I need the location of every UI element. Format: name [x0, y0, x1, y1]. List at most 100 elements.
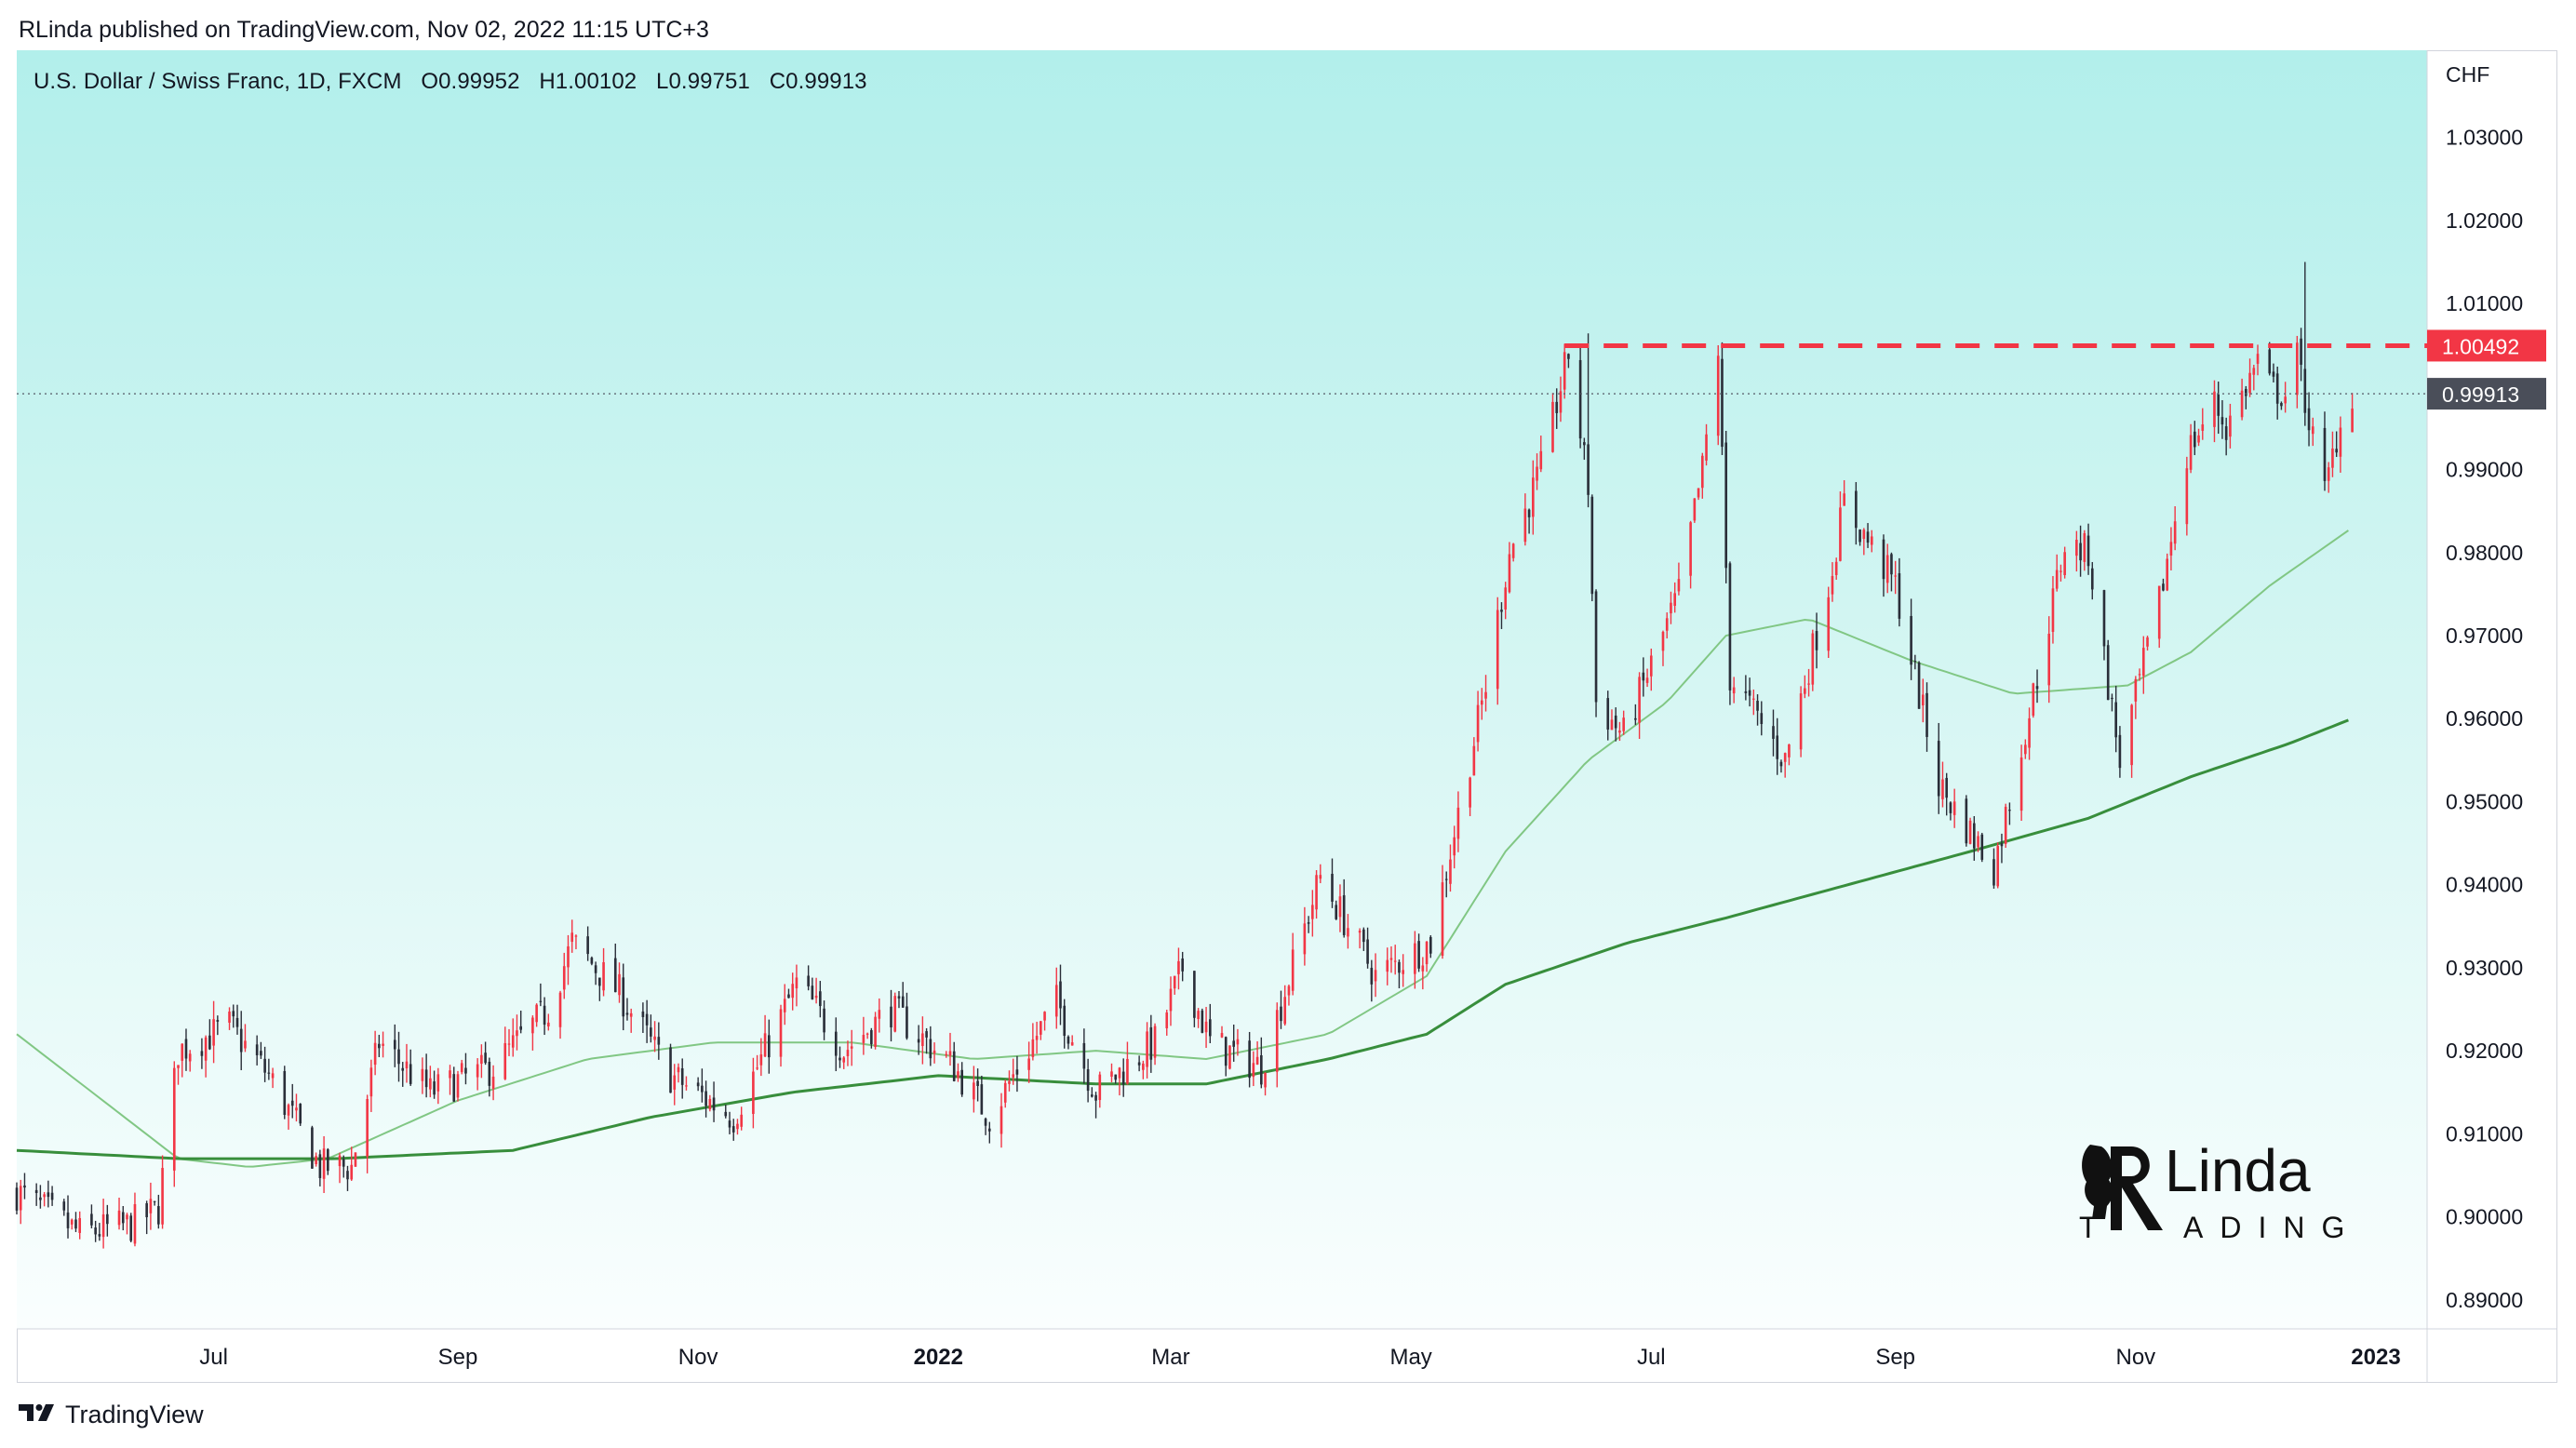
candle-body[interactable] [795, 977, 798, 989]
candle-body[interactable] [673, 1075, 677, 1090]
candle-body[interactable] [318, 1154, 322, 1178]
candle-body[interactable] [865, 1033, 869, 1035]
candle-body[interactable] [2296, 342, 2299, 396]
candle-body[interactable] [613, 958, 617, 993]
candle-body[interactable] [878, 1010, 881, 1019]
candle-body[interactable] [200, 1051, 204, 1056]
candle-body[interactable] [1114, 1074, 1118, 1080]
candle-body[interactable] [834, 1031, 838, 1056]
candle-body[interactable] [980, 1084, 984, 1115]
candle-body[interactable] [763, 1033, 767, 1057]
candle-body[interactable] [1484, 691, 1487, 699]
candle-body[interactable] [1862, 530, 1866, 539]
candle-body[interactable] [208, 1035, 211, 1050]
candle-body[interactable] [929, 1039, 932, 1059]
candle-body[interactable] [2004, 806, 2007, 844]
candle-body[interactable] [708, 1098, 712, 1109]
candle-body[interactable] [1358, 931, 1362, 933]
candle-body[interactable] [2028, 717, 2031, 748]
candle-body[interactable] [1232, 1040, 1236, 1047]
candle-body[interactable] [874, 1016, 877, 1048]
candle-body[interactable] [783, 999, 786, 1012]
candle-body[interactable] [1098, 1074, 1102, 1101]
candle-body[interactable] [1252, 1063, 1255, 1078]
candle-body[interactable] [480, 1054, 483, 1065]
candle-body[interactable] [1508, 554, 1511, 593]
candle-body[interactable] [484, 1052, 487, 1064]
candle-body[interactable] [2185, 468, 2189, 525]
candle-body[interactable] [1941, 779, 1944, 799]
candle-body[interactable] [1670, 602, 1672, 614]
candle-body[interactable] [1885, 555, 1889, 583]
candle-body[interactable] [239, 1028, 243, 1052]
candle-body[interactable] [2169, 542, 2173, 556]
candle-body[interactable] [2075, 539, 2078, 556]
candle-body[interactable] [401, 1067, 405, 1071]
candle-body[interactable] [1142, 1063, 1145, 1070]
candle-body[interactable] [369, 1067, 373, 1097]
candle-body[interactable] [2035, 686, 2039, 690]
candle-body[interactable] [2079, 543, 2082, 561]
candle-body[interactable] [724, 1111, 728, 1117]
candle-body[interactable] [1898, 573, 1901, 619]
candle-body[interactable] [342, 1159, 345, 1167]
candle-body[interactable] [1700, 455, 1704, 489]
candle-body[interactable] [503, 1043, 507, 1079]
candle-body[interactable] [1181, 959, 1184, 972]
candle-body[interactable] [311, 1127, 314, 1169]
candle-body[interactable] [1638, 677, 1641, 723]
candle-body[interactable] [1054, 985, 1058, 1017]
candle-body[interactable] [2240, 390, 2244, 418]
candle-body[interactable] [2335, 449, 2338, 453]
candle-body[interactable] [126, 1214, 128, 1220]
candle-body[interactable] [1283, 997, 1287, 1025]
candle-body[interactable] [436, 1074, 440, 1092]
candle-body[interactable] [1500, 610, 1503, 612]
candle-body[interactable] [811, 985, 814, 999]
candle-body[interactable] [602, 961, 605, 991]
candle-body[interactable] [2256, 354, 2260, 364]
candle-body[interactable] [1917, 662, 1921, 709]
candle-body[interactable] [1827, 597, 1831, 651]
candle-body[interactable] [1665, 618, 1669, 631]
candle-body[interactable] [1532, 477, 1535, 517]
candle-body[interactable] [1335, 905, 1338, 919]
candle-body[interactable] [2019, 757, 2023, 811]
candle-body[interactable] [1693, 498, 1697, 521]
candle-body[interactable] [1414, 943, 1416, 974]
candle-body[interactable] [1193, 971, 1196, 1018]
candle-body[interactable] [228, 1011, 231, 1023]
candle-body[interactable] [2090, 568, 2094, 590]
candle-body[interactable] [850, 1046, 853, 1049]
candle-body[interactable] [129, 1215, 133, 1241]
candle-body[interactable] [94, 1227, 97, 1235]
candle-body[interactable] [232, 1011, 235, 1017]
candle-body[interactable] [1319, 875, 1322, 879]
candle-body[interactable] [2008, 810, 2011, 811]
candle-body[interactable] [1831, 576, 1834, 595]
candle-body[interactable] [1870, 536, 1873, 545]
candle-body[interactable] [562, 966, 566, 990]
candle-body[interactable] [645, 1013, 649, 1026]
candle-body[interactable] [511, 1035, 515, 1048]
candle-body[interactable] [295, 1107, 298, 1111]
candle-body[interactable] [960, 1069, 963, 1095]
candle-body[interactable] [1634, 717, 1637, 720]
candle-body[interactable] [346, 1171, 349, 1180]
candle-body[interactable] [862, 1035, 865, 1043]
candle-body[interactable] [1968, 820, 1972, 844]
candle-body[interactable] [685, 1085, 688, 1087]
candle-body[interactable] [1220, 1033, 1224, 1038]
candle-body[interactable] [1788, 744, 1791, 758]
candle-body[interactable] [2197, 435, 2200, 443]
candle-body[interactable] [901, 996, 905, 1008]
candle-body[interactable] [70, 1219, 74, 1225]
candle-body[interactable] [1208, 1019, 1212, 1037]
candle-body[interactable] [531, 1017, 534, 1034]
candle-body[interactable] [1421, 965, 1425, 972]
candle-body[interactable] [1677, 579, 1681, 592]
candle-body[interactable] [1248, 1040, 1251, 1079]
candle-body[interactable] [1555, 401, 1559, 413]
candle-body[interactable] [2130, 704, 2133, 766]
candle-body[interactable] [1374, 970, 1377, 982]
